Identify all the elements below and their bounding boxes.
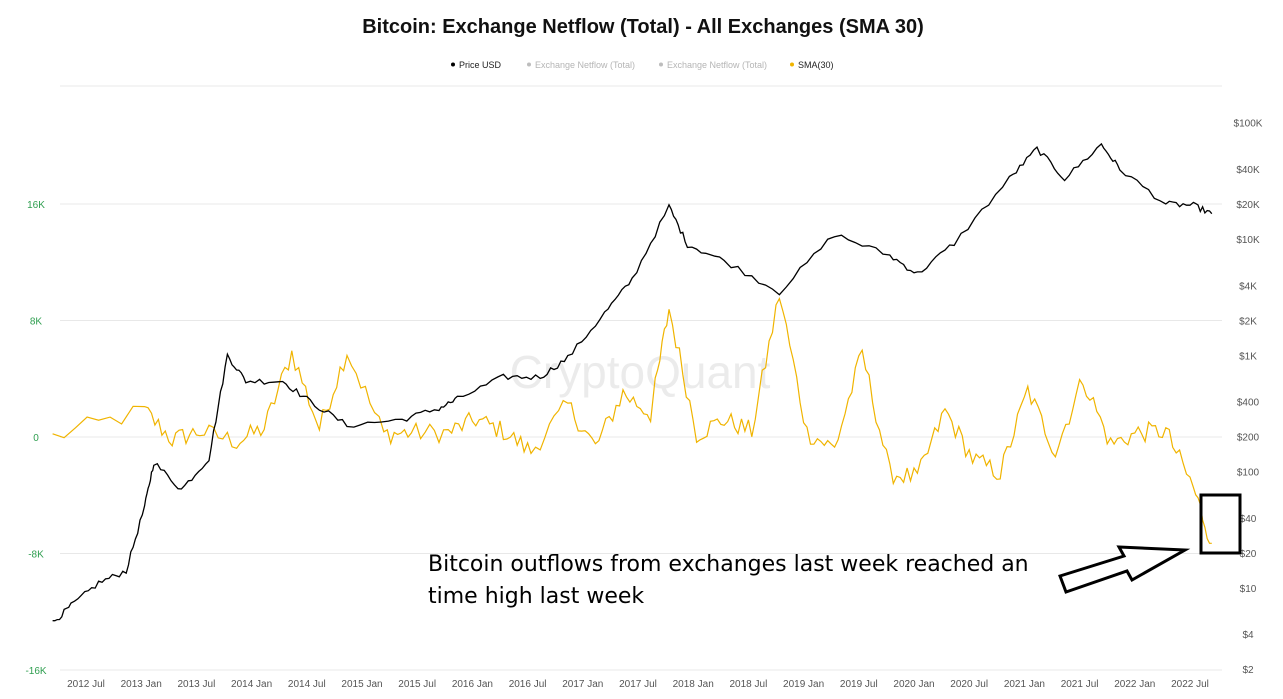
annotation-line-2: time high last week [428, 584, 644, 609]
sma30-series-line [52, 297, 1212, 544]
legend-item[interactable]: Price USD [451, 60, 502, 70]
x-tick-label: 2022 Jul [1171, 679, 1209, 690]
y-right-tick-label: $10 [1240, 584, 1257, 595]
x-axis: 2012 Jul 2013 Jan 2013 Jul 2014 Jan 2014 Jul… [67, 679, 1209, 690]
x-tick-label: 2017 Jul [619, 679, 657, 690]
x-tick-label: 2017 Jan [562, 679, 603, 690]
y-right-tick-label: $2 [1242, 665, 1254, 676]
x-tick-label: 2021 Jan [1004, 679, 1045, 690]
annotation-line-1: Bitcoin outflows from exchanges last wee… [428, 552, 1029, 577]
y-left-tick-label: 0 [33, 433, 39, 444]
y-right-tick-label: $40K [1236, 165, 1260, 176]
x-tick-label: 2012 Jul [67, 679, 105, 690]
legend-label: Exchange Netflow (Total) [667, 60, 767, 70]
gridlines [60, 85, 1222, 671]
y-left-tick-label: 16K [27, 200, 45, 211]
x-tick-label: 2016 Jul [509, 679, 547, 690]
x-tick-label: 2013 Jul [177, 679, 215, 690]
legend-marker [527, 62, 531, 67]
y-right-tick-label: $20 [1240, 549, 1257, 560]
x-tick-label: 2014 Jan [231, 679, 272, 690]
legend-item[interactable]: Exchange Netflow (Total) [527, 60, 635, 70]
x-tick-label: 2016 Jan [452, 679, 493, 690]
y-right-tick-label: $400 [1237, 398, 1260, 409]
y-right-tick-label: $10K [1236, 235, 1260, 246]
y-left-tick-label: -16K [25, 666, 46, 677]
y-right-tick-label: $4K [1239, 281, 1257, 292]
y-right-tick-label: $100K [1234, 119, 1263, 130]
y-right-tick-label: $4 [1242, 630, 1254, 641]
y-right-tick-label: $40 [1240, 514, 1257, 525]
y-right-tick-label: $2K [1239, 316, 1257, 327]
price-usd-series-line [52, 142, 1213, 622]
x-tick-label: 2013 Jan [121, 679, 162, 690]
x-tick-label: 2014 Jul [288, 679, 326, 690]
legend-label: Exchange Netflow (Total) [535, 60, 635, 70]
annotation: Bitcoin outflows from exchanges last wee… [428, 493, 1242, 609]
chart-title: Bitcoin: Exchange Netflow (Total) - All … [362, 16, 924, 38]
y-right-tick-label: $1K [1239, 351, 1257, 362]
legend-label: Price USD [459, 60, 502, 70]
x-tick-label: 2019 Jan [783, 679, 824, 690]
x-tick-label: 2019 Jul [840, 679, 878, 690]
x-tick-label: 2020 Jan [893, 679, 934, 690]
x-tick-label: 2015 Jul [398, 679, 436, 690]
x-tick-label: 2022 Jan [1114, 679, 1155, 690]
x-tick-label: 2018 Jul [729, 679, 767, 690]
watermark: CryptoQuant [510, 346, 771, 398]
x-tick-label: 2015 Jan [341, 679, 382, 690]
legend-item[interactable]: Exchange Netflow (Total) [659, 60, 767, 70]
legend-label: SMA(30) [798, 60, 834, 70]
highlight-box [1199, 493, 1242, 555]
y-right-tick-label: $100 [1237, 468, 1260, 479]
legend-item[interactable]: SMA(30) [790, 60, 834, 70]
legend-marker [451, 62, 455, 67]
arrow-icon [1058, 545, 1191, 594]
y-axis-right: $100K $40K $20K $10K $4K $2K $1K $400 $200 $100 $4… [1234, 119, 1263, 676]
legend-marker [790, 62, 794, 67]
x-tick-label: 2021 Jul [1061, 679, 1099, 690]
y-left-tick-label: -8K [28, 550, 44, 561]
y-left-tick-label: 8K [30, 317, 43, 328]
y-right-tick-label: $20K [1236, 200, 1260, 211]
x-tick-label: 2020 Jul [950, 679, 988, 690]
x-tick-label: 2018 Jan [673, 679, 714, 690]
legend[interactable]: Price USD Exchange Netflow (Total) Exchang… [451, 60, 834, 70]
legend-marker [659, 62, 663, 67]
y-right-tick-label: $200 [1237, 433, 1260, 444]
y-axis-left: 16K 8K 0 -8K -16K [25, 200, 46, 677]
